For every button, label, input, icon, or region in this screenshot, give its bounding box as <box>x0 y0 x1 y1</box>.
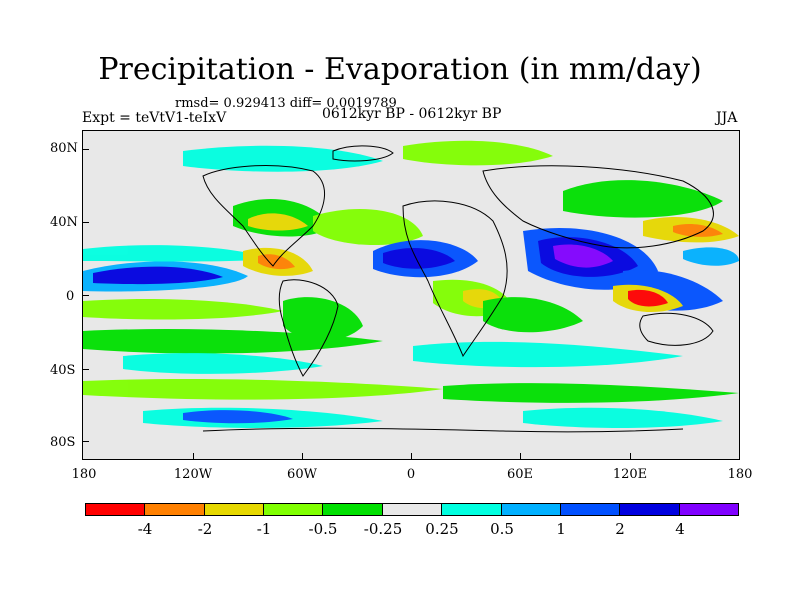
y-label-40s: 40S <box>50 363 76 378</box>
colorbar-label: -1 <box>256 520 272 538</box>
x-label-180w: 180 <box>71 467 97 482</box>
y-tick <box>82 222 89 223</box>
x-tick <box>193 453 194 460</box>
colorbar-segment <box>145 504 205 515</box>
colorbar-segment <box>323 504 383 515</box>
x-label-180e: 180 <box>727 467 753 482</box>
colorbar-label: 0.25 <box>425 520 459 538</box>
field-patches <box>83 140 739 428</box>
colorbar-segment <box>501 504 561 515</box>
y-tick <box>82 149 89 150</box>
plot-title: Precipitation - Evaporation (in mm/day) <box>98 52 702 87</box>
colorbar-segment <box>204 504 265 515</box>
x-label-0: 0 <box>406 467 416 482</box>
x-tick <box>520 453 521 460</box>
colorbar-label: -0.25 <box>363 520 403 538</box>
y-label-0: 0 <box>66 289 75 304</box>
x-tick <box>411 453 412 460</box>
colorbar-segment <box>442 504 502 515</box>
map-panel <box>82 130 740 460</box>
y-label-80s: 80S <box>50 435 76 450</box>
coastlines <box>202 145 714 433</box>
colorbar-label: -0.5 <box>308 520 338 538</box>
pe-field-map <box>83 140 739 433</box>
stats-text: rmsd= 0.929413 diff= 0.0019789 <box>175 96 397 111</box>
x-label-60w: 60W <box>287 467 317 482</box>
season-label: JJA <box>716 110 738 126</box>
colorbar-label: 2 <box>615 520 625 538</box>
y-tick <box>82 369 89 370</box>
x-label-120e: 120E <box>612 467 648 482</box>
colorbar-label: 0.5 <box>490 520 514 538</box>
x-label-60e: 60E <box>506 467 534 482</box>
colorbar-label: -4 <box>137 520 153 538</box>
y-label-80n: 80N <box>50 141 78 156</box>
x-tick <box>302 453 303 460</box>
colorbar-label: -2 <box>197 520 213 538</box>
colorbar-segment <box>86 504 146 515</box>
experiment-label: Expt = teVtV1-teIxV <box>82 110 227 126</box>
x-tick <box>630 453 631 460</box>
colorbar-segment <box>382 504 443 515</box>
colorbar-segment <box>264 504 324 515</box>
period-label: 0612kyr BP - 0612kyr BP <box>322 106 502 122</box>
y-tick <box>82 441 89 442</box>
y-tick <box>82 295 89 296</box>
colorbar-segment <box>620 504 680 515</box>
x-label-120w: 120W <box>173 467 213 482</box>
colorbar-label: 4 <box>675 520 685 538</box>
colorbar-segment <box>560 504 621 515</box>
colorbar-segment <box>679 504 738 515</box>
colorbar-label: 1 <box>556 520 566 538</box>
colorbar <box>85 503 739 516</box>
y-label-40n: 40N <box>50 215 78 230</box>
